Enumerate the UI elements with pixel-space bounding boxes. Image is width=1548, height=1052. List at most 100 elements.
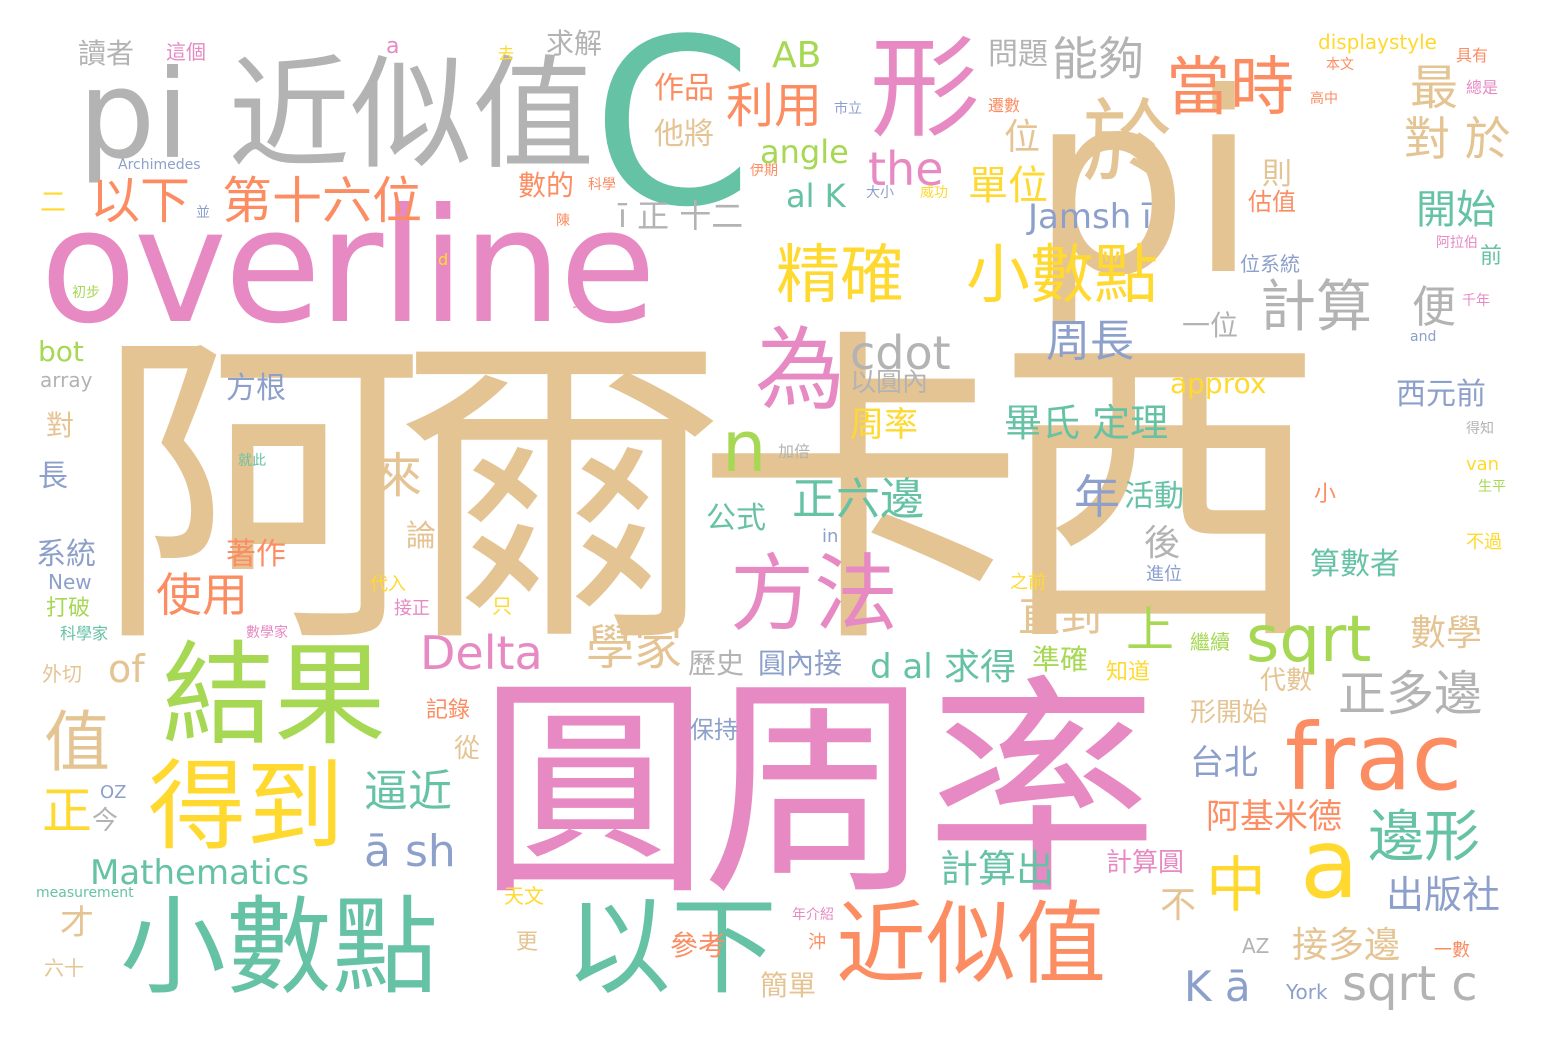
word-cloud-word: 保持 [690, 716, 738, 744]
word-cloud-word: 學家 [586, 620, 683, 676]
word-cloud-word: 年介紹 [792, 907, 834, 923]
word-cloud-word: 讀者 [78, 37, 135, 70]
word-cloud-word: pi 近似值 [78, 44, 595, 186]
word-cloud-word: 歷史 [688, 647, 745, 680]
word-cloud-word: 求解 [546, 27, 603, 60]
word-cloud-word: sqrt c [1342, 956, 1478, 1012]
word-cloud-word: 數的 [518, 169, 575, 202]
word-cloud-word: 當時 [1166, 51, 1294, 125]
word-cloud-word: 中 [1206, 851, 1266, 921]
word-cloud-word: 形 [870, 25, 980, 153]
word-cloud-word: 來 [374, 448, 423, 504]
word-cloud-word: New [48, 570, 92, 594]
word-cloud-word: 邊形 [1368, 805, 1480, 870]
word-cloud-word: 對 [46, 409, 75, 442]
word-cloud-word: 不 [1160, 885, 1197, 926]
word-cloud-word: 台北 [1190, 743, 1258, 783]
word-cloud-word: 第十六位 [222, 172, 422, 230]
word-cloud-word: 今 [92, 806, 119, 836]
word-cloud-word: the [868, 142, 944, 196]
word-cloud-word: 正多邊 [1338, 666, 1483, 722]
word-cloud-word: 計算出 [940, 847, 1055, 891]
word-cloud-word: frac [1285, 704, 1463, 811]
word-cloud-word: 以下 [565, 886, 777, 1009]
word-cloud-word: 年 [1074, 470, 1120, 524]
word-cloud-word: in [822, 526, 839, 547]
word-cloud-word: 問題 [988, 37, 1048, 72]
word-cloud-word: 畢氏 定理 [1004, 401, 1169, 445]
word-cloud-word: 伊期 [750, 163, 778, 179]
word-cloud-word: Mathematics [90, 853, 310, 893]
word-cloud-word: 從 [454, 734, 481, 764]
word-cloud-word: 總是 [1466, 78, 1499, 97]
word-cloud-word: 方法 [730, 545, 899, 643]
word-cloud-word: n [722, 406, 767, 488]
word-cloud-word: 對 於 [1404, 112, 1511, 166]
word-cloud-word: 活動 [1124, 479, 1184, 514]
word-cloud-word: 高中 [1310, 91, 1338, 107]
word-cloud-word: 式 [572, 292, 589, 311]
word-cloud-word: 小數點 [120, 886, 438, 1009]
word-cloud-word: 本文 [1326, 57, 1354, 73]
word-cloud-word: 近似值 [836, 892, 1106, 997]
word-cloud-word: 則 [1262, 157, 1292, 192]
word-cloud-word: 繼續 [1190, 630, 1230, 654]
word-cloud-word: 威功 [920, 185, 948, 201]
word-cloud-word: 系統 [36, 537, 96, 572]
word-cloud-word: 為 [755, 318, 845, 423]
word-cloud-word: 方根 [226, 371, 286, 406]
word-cloud-word: a [386, 34, 400, 59]
word-cloud-word: 遷數 [988, 96, 1021, 115]
word-cloud-word: 阿爾卡西 [95, 303, 1325, 687]
word-cloud-word: 阿基米德 [1206, 797, 1342, 837]
word-cloud-word: and [1410, 329, 1437, 345]
word-cloud-word: al K [786, 177, 846, 215]
word-cloud-word: a [1300, 808, 1359, 920]
word-cloud-word: 打破 [46, 596, 91, 621]
word-cloud-word: 以下 [90, 172, 190, 230]
word-cloud-word: 出版社 [1386, 873, 1501, 917]
word-cloud-word: 不過 [1466, 532, 1502, 553]
word-cloud-word: 於 [1082, 90, 1172, 195]
word-cloud-word: 精確 [776, 239, 904, 313]
word-cloud-word: 並 [196, 205, 210, 221]
word-cloud-word: cdot [850, 326, 951, 380]
word-cloud-word: 天文 [504, 884, 544, 908]
word-cloud-word: 準確 [1032, 643, 1089, 676]
word-cloud-word: 科學 [588, 177, 616, 193]
word-cloud-word: 前 [1480, 244, 1503, 269]
word-cloud-word: 才 [60, 903, 94, 943]
word-cloud-word: overline [40, 175, 656, 359]
word-cloud-word: 利用 [726, 78, 823, 134]
word-cloud-word: 進位 [1146, 564, 1182, 585]
word-cloud-word: 大小 [866, 185, 894, 201]
word-cloud-word: 作品 [654, 71, 714, 106]
word-cloud-word: 最 [1410, 60, 1459, 116]
word-cloud-word: 估值 [1248, 188, 1296, 216]
word-cloud-word: 得知 [1466, 421, 1494, 437]
word-cloud-word: 二 [40, 188, 67, 218]
word-cloud-word: 周率 [850, 405, 918, 445]
word-cloud-word: 加倍 [778, 442, 811, 461]
word-cloud-word: K ā [1184, 962, 1251, 1011]
word-cloud-word: 只 [492, 594, 512, 618]
word-cloud-word: 之前 [1010, 572, 1046, 593]
word-cloud-word: measurement [36, 885, 134, 901]
word-cloud-word: 計算圓 [1106, 848, 1185, 878]
word-cloud-word: 一數 [1434, 940, 1470, 961]
word-cloud-word: 上 [1126, 602, 1175, 658]
word-cloud-word: 計算 [1260, 275, 1372, 340]
word-cloud-word: 位 [1004, 117, 1041, 158]
word-cloud-word: 公式 [706, 501, 766, 536]
word-cloud-word: 位系統 [1240, 252, 1300, 276]
word-cloud-word: 就此 [238, 453, 266, 469]
word-cloud-word: 使用 [156, 568, 248, 622]
word-cloud-word: pi [1030, 39, 1259, 330]
word-cloud-word: d al [870, 647, 933, 687]
word-cloud-word: 正 [42, 782, 92, 840]
word-cloud-word: 論 [406, 519, 436, 554]
word-cloud-word: 接正 [394, 598, 430, 619]
word-cloud-word: 初步 [72, 285, 100, 301]
word-cloud-word: ā sh [364, 826, 456, 877]
word-cloud-word: 他將 [654, 117, 714, 152]
